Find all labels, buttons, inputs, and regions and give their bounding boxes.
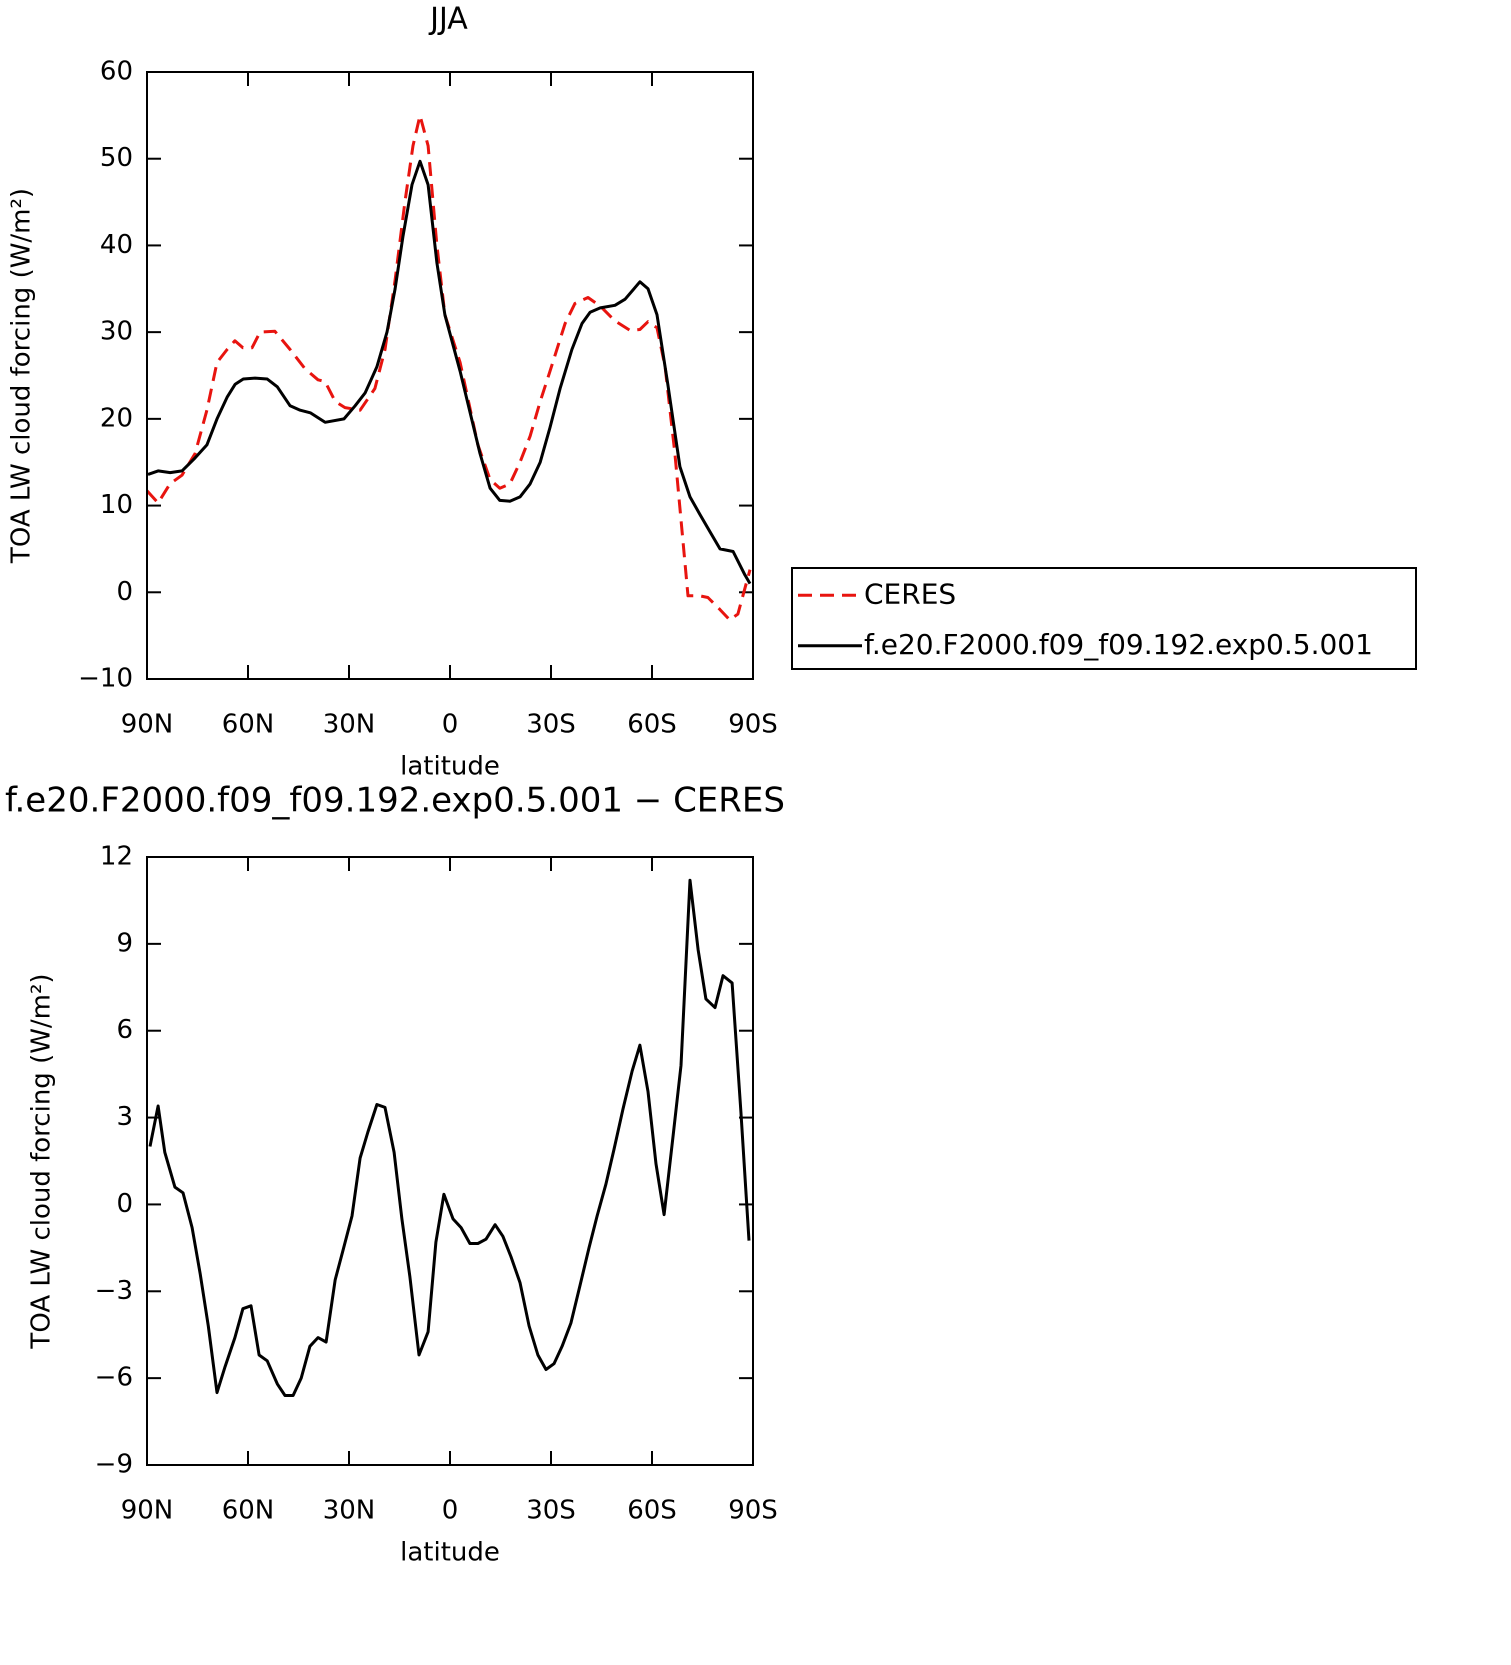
panel: f.e20.F2000.f09_f09.192.exp0.5.001 − CER…: [5, 781, 785, 1568]
y-tick-label: 3: [116, 1102, 133, 1132]
legend-label: CERES: [864, 577, 956, 610]
x-tick-label: 90N: [121, 1496, 174, 1526]
y-axis-label: TOA LW cloud forcing (W/m²): [27, 973, 57, 1349]
data-line: [148, 878, 751, 1397]
plot-frame: [146, 856, 754, 1466]
y-tick-label: 9: [116, 928, 133, 958]
x-tick-label: 90S: [728, 1496, 778, 1526]
x-axis-label: latitude: [400, 1538, 500, 1568]
legend-box: [791, 567, 1417, 670]
plot-frame: [146, 71, 754, 680]
x-tick-label: 60S: [627, 1496, 677, 1526]
y-tick-label: 10: [100, 490, 133, 520]
x-tick-label: 90S: [728, 710, 778, 740]
chart-title: f.e20.F2000.f09_f09.192.exp0.5.001 − CER…: [5, 781, 785, 821]
y-tick-label: 0: [116, 577, 133, 607]
y-tick-label: 50: [100, 143, 133, 173]
x-tick-label: 60N: [222, 710, 275, 740]
x-tick-label: 60N: [222, 1496, 275, 1526]
y-tick-label: −6: [95, 1363, 133, 1393]
x-tick-label: 30N: [323, 710, 376, 740]
data-line: [145, 113, 752, 622]
y-tick-label: 0: [116, 1189, 133, 1219]
x-tick-label: 30S: [526, 710, 576, 740]
legend: CERES f.e20.F2000.f09_f09.192.exp0.5.001: [791, 567, 1417, 670]
y-tick-label: 40: [100, 230, 133, 260]
y-tick-label: 30: [100, 317, 133, 347]
x-tick-label: 60S: [627, 710, 677, 740]
x-axis-label: latitude: [400, 752, 500, 782]
chart-title: JJA: [428, 2, 468, 37]
x-tick-label: 30N: [323, 1496, 376, 1526]
panel: JJA latitude TOA LW cloud forcing (W/m²) −1…: [7, 2, 1417, 782]
y-tick-label: −3: [95, 1276, 133, 1306]
legend-label: f.e20.F2000.f09_f09.192.exp0.5.001: [864, 628, 1373, 661]
x-tick-label: 0: [442, 1496, 459, 1526]
y-tick-label: 20: [100, 403, 133, 433]
y-tick-label: 6: [116, 1015, 133, 1045]
y-tick-label: 12: [100, 842, 133, 872]
x-tick-label: 90N: [121, 710, 174, 740]
x-tick-label: 30S: [526, 1496, 576, 1526]
y-tick-label: 60: [100, 57, 133, 87]
x-tick-label: 0: [442, 710, 459, 740]
y-tick-label: −10: [78, 664, 133, 694]
y-axis-label: TOA LW cloud forcing (W/m²): [7, 188, 37, 564]
data-line: [147, 159, 752, 585]
y-tick-label: −9: [95, 1450, 133, 1480]
